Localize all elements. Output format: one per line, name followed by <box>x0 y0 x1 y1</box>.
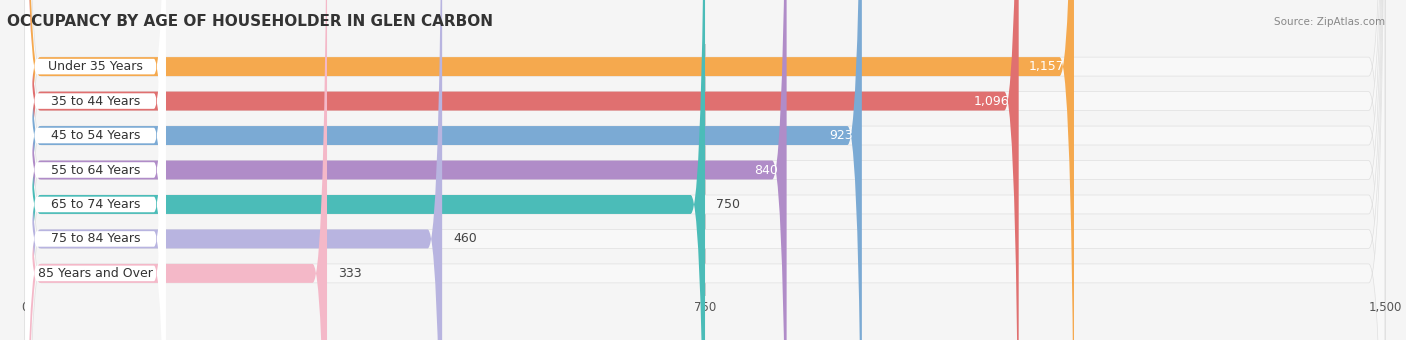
Text: Source: ZipAtlas.com: Source: ZipAtlas.com <box>1274 17 1385 27</box>
Text: 1,157: 1,157 <box>1029 60 1064 73</box>
Text: 840: 840 <box>754 164 778 176</box>
Text: OCCUPANCY BY AGE OF HOUSEHOLDER IN GLEN CARBON: OCCUPANCY BY AGE OF HOUSEHOLDER IN GLEN … <box>7 14 494 29</box>
Text: 45 to 54 Years: 45 to 54 Years <box>51 129 141 142</box>
FancyBboxPatch shape <box>25 0 166 340</box>
FancyBboxPatch shape <box>25 0 1385 340</box>
FancyBboxPatch shape <box>25 0 166 340</box>
Text: 35 to 44 Years: 35 to 44 Years <box>51 95 141 107</box>
Text: 65 to 74 Years: 65 to 74 Years <box>51 198 141 211</box>
Text: 460: 460 <box>453 233 477 245</box>
FancyBboxPatch shape <box>25 0 166 340</box>
FancyBboxPatch shape <box>25 0 1385 340</box>
FancyBboxPatch shape <box>25 0 1074 340</box>
FancyBboxPatch shape <box>25 0 166 340</box>
FancyBboxPatch shape <box>25 0 1385 340</box>
FancyBboxPatch shape <box>25 0 704 340</box>
Text: 1,096: 1,096 <box>974 95 1010 107</box>
Text: 85 Years and Over: 85 Years and Over <box>38 267 153 280</box>
FancyBboxPatch shape <box>25 0 1019 340</box>
FancyBboxPatch shape <box>25 0 1385 340</box>
FancyBboxPatch shape <box>25 0 862 340</box>
Text: 750: 750 <box>716 198 740 211</box>
FancyBboxPatch shape <box>25 0 166 340</box>
FancyBboxPatch shape <box>25 0 1385 340</box>
Text: 333: 333 <box>337 267 361 280</box>
FancyBboxPatch shape <box>25 0 786 340</box>
FancyBboxPatch shape <box>25 0 1385 340</box>
FancyBboxPatch shape <box>25 0 166 340</box>
FancyBboxPatch shape <box>25 0 328 340</box>
Text: 55 to 64 Years: 55 to 64 Years <box>51 164 141 176</box>
FancyBboxPatch shape <box>25 0 441 340</box>
FancyBboxPatch shape <box>25 0 166 340</box>
Text: Under 35 Years: Under 35 Years <box>48 60 143 73</box>
Text: 75 to 84 Years: 75 to 84 Years <box>51 233 141 245</box>
Text: 923: 923 <box>830 129 853 142</box>
FancyBboxPatch shape <box>25 0 1385 340</box>
